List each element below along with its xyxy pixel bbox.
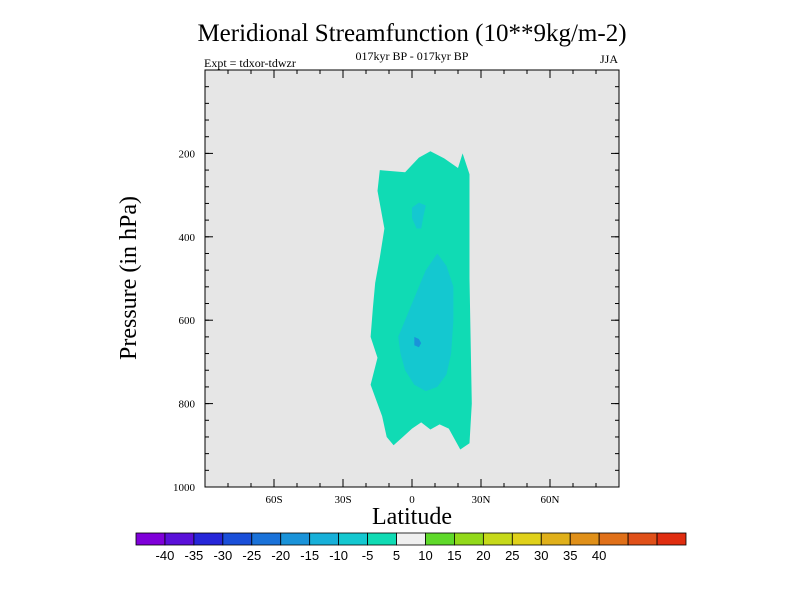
- x-tick-label: 30S: [334, 494, 351, 506]
- colorbar-swatch: [482, 532, 513, 546]
- colorbar-swatch: [540, 532, 571, 546]
- contour-region-3: [412, 202, 426, 229]
- x-tick-label: 0: [409, 494, 415, 506]
- colorbar-tick-label: -30: [213, 548, 232, 563]
- colorbar-tick-label: -10: [329, 548, 348, 563]
- colorbar-swatch: [569, 532, 600, 546]
- colorbar-tick-label: 5: [393, 548, 400, 563]
- y-tick-label: 200: [179, 148, 196, 160]
- x-tick-label: 60N: [541, 494, 560, 506]
- colorbar-swatch: [135, 532, 166, 546]
- x-axis-label: Latitude: [372, 504, 452, 530]
- colorbar-swatch: [251, 532, 282, 546]
- colorbar-tick-label: -20: [271, 548, 290, 563]
- colorbar-swatch: [425, 532, 455, 546]
- contour-region-2: [398, 253, 454, 392]
- colorbar-tick-label: 40: [592, 548, 606, 563]
- colorbar-swatch: [280, 532, 311, 546]
- colorbar-tick-label: 30: [534, 548, 548, 563]
- colorbar-tick-label: -25: [242, 548, 261, 563]
- y-axis-label: Pressure (in hPa): [116, 196, 142, 360]
- colorbar-swatch: [164, 532, 195, 546]
- colorbar-tick-label: -35: [184, 548, 203, 563]
- colorbar-swatch: [338, 532, 368, 546]
- colorbar-swatch: [598, 532, 629, 546]
- colorbar-swatch: [309, 532, 340, 546]
- plot-area: 60S 30S 0 30N 60N 200 400 600 800 1000: [173, 69, 620, 506]
- y-tick-label: 400: [179, 232, 196, 244]
- y-tick-label: 800: [179, 399, 196, 411]
- colorbar-tick-label: -40: [156, 548, 175, 563]
- colorbar-swatch: [511, 532, 542, 546]
- experiment-label: Expt = tdxor-tdwzr: [204, 56, 296, 70]
- y-tick-label: 600: [179, 315, 196, 327]
- chart-title: Meridional Streamfunction (10**9kg/m-2): [197, 20, 626, 47]
- colorbar: -40 -35 -30 -25 -20 -15 -10 -5 5 10 15 20 25 30 35 40: [135, 532, 687, 563]
- colorbar-tick-label: 15: [447, 548, 461, 563]
- colorbar-tick-label: 20: [476, 548, 490, 563]
- colorbar-swatch: [193, 532, 224, 546]
- season-label: JJA: [600, 52, 618, 66]
- colorbar-tick-label: 35: [563, 548, 577, 563]
- colorbar-tick-label: 10: [418, 548, 432, 563]
- colorbar-swatch: [222, 532, 253, 546]
- colorbar-swatch: [454, 532, 484, 546]
- contour-region-4: [414, 336, 422, 348]
- x-tick-label: 30N: [472, 494, 491, 506]
- colorbar-swatch: [367, 532, 397, 546]
- colorbar-swatch: [627, 532, 658, 546]
- y-tick-label: 1000: [173, 482, 196, 494]
- colorbar-tick-label: 25: [505, 548, 519, 563]
- chart-subtitle: 017kyr BP - 017kyr BP: [356, 49, 469, 63]
- colorbar-tick-label: -15: [300, 548, 319, 563]
- colorbar-swatch: [656, 532, 687, 546]
- colorbar-swatch: [396, 532, 426, 546]
- x-tick-label: 60S: [265, 494, 282, 506]
- colorbar-tick-label: -5: [362, 548, 374, 563]
